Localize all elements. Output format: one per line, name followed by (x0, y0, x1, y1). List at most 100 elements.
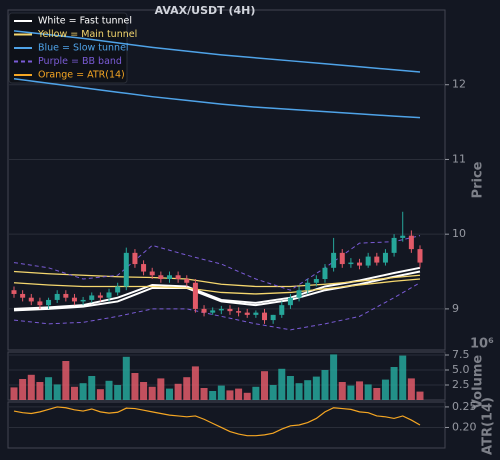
y-tick-label: 11 (452, 152, 466, 165)
candle-body (175, 275, 181, 280)
candle-body (166, 275, 172, 280)
candle-body (331, 252, 337, 268)
volume-bar (364, 384, 372, 400)
volume-bar (235, 388, 243, 400)
volume-bar (157, 378, 165, 400)
candle-body (391, 237, 397, 253)
volume-bar (407, 378, 415, 400)
candle-body (20, 293, 26, 298)
candle-body (374, 256, 380, 263)
volume-bar (217, 385, 225, 400)
legend-label: White = Fast tunnel (38, 16, 132, 27)
candle-body (28, 297, 34, 302)
candle-body (184, 279, 190, 283)
volume-bar (243, 392, 251, 400)
candle-body (400, 235, 406, 238)
volume-bar (36, 382, 44, 400)
overlay-line (13, 278, 421, 295)
candle-body (63, 293, 69, 298)
candle-body (357, 262, 363, 266)
candle-body (37, 301, 43, 306)
candle-body (348, 262, 354, 265)
candle-body (115, 286, 121, 293)
candle-body (322, 267, 328, 280)
volume-bar (10, 387, 18, 400)
candle-body (305, 282, 311, 291)
candle-body (218, 308, 224, 311)
legend-label: Yellow = Main tunnel (37, 29, 137, 40)
candle-body (132, 252, 138, 265)
volume-bar (70, 386, 78, 400)
volume-bar (347, 385, 355, 400)
candle-body (149, 271, 155, 276)
volume-bar (53, 384, 61, 400)
volume-bar (330, 354, 338, 400)
y-tick-label: 0.25 (452, 400, 477, 413)
volume-bar (148, 386, 156, 400)
candle-body (417, 249, 423, 263)
candle-body (123, 252, 129, 287)
y-tick-label: 2.5 (452, 378, 470, 391)
candle-body (279, 305, 285, 315)
atr-line (13, 406, 421, 437)
y-axis-label: ATR(14) (481, 397, 496, 455)
volume-bar (209, 391, 217, 400)
y-tick-label: 7.5 (452, 348, 470, 361)
volume-bar (295, 383, 303, 400)
atr-panel (7, 401, 446, 449)
volume-bar (399, 355, 407, 400)
overlay-line (13, 270, 421, 288)
volume-bar (19, 379, 27, 400)
candle-body (89, 295, 95, 300)
y-axis-label: Price (471, 161, 486, 198)
candle-body (287, 297, 293, 306)
volume-bar (278, 368, 286, 400)
y-tick-label: 0.20 (452, 420, 477, 433)
candle-body (80, 299, 86, 302)
volume-bar (321, 370, 329, 400)
volume-bar (27, 374, 35, 400)
volume-bar (174, 383, 182, 400)
volume-bar (373, 388, 381, 400)
volume-bar (165, 388, 173, 400)
candle-body (71, 297, 77, 302)
y-tick-label: 12 (452, 78, 466, 91)
offset-label: 10⁶ (470, 337, 494, 352)
candle-body (210, 310, 216, 313)
candle-body (339, 252, 345, 265)
volume-bar (96, 389, 104, 400)
volume-bar (105, 380, 113, 400)
overlay-line (13, 30, 421, 73)
volume-bar (62, 361, 70, 400)
y-tick-label: 10 (452, 227, 466, 240)
volume-bar (338, 382, 346, 400)
candle-body (46, 299, 52, 306)
volume-bar (252, 386, 260, 400)
candle-body (253, 312, 259, 315)
price-panel (7, 9, 446, 351)
candle-body (97, 295, 103, 298)
volume-bar (312, 376, 320, 400)
candle-body (11, 290, 17, 294)
candle-body (106, 292, 112, 298)
legend-label: Purple = BB band (38, 56, 122, 67)
volume-bar (286, 376, 294, 400)
candle-body (365, 256, 371, 266)
volume-bar (131, 373, 139, 400)
volume-bar (356, 381, 364, 400)
legend (8, 12, 128, 84)
candle-body (382, 252, 388, 263)
y-axis-label: Volume (471, 355, 486, 410)
candle-body (227, 308, 233, 312)
volume-bar (122, 356, 130, 400)
volume-bar (269, 385, 277, 400)
volume-bar (261, 371, 269, 400)
volume-bar (88, 376, 96, 400)
chart-title: AVAX/USDT (4H) (155, 4, 256, 17)
volume-bar (45, 377, 53, 400)
volume-bar (304, 380, 312, 400)
candle-body (54, 293, 60, 300)
volume-bar (390, 367, 398, 400)
